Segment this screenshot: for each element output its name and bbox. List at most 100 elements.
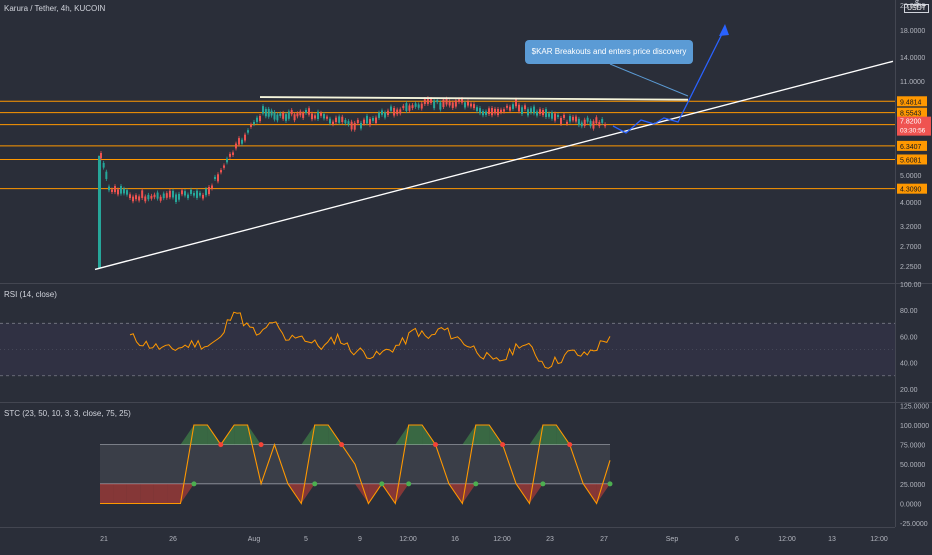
candle — [178, 193, 180, 200]
candle — [244, 134, 246, 141]
candle — [515, 99, 517, 107]
candle — [199, 192, 201, 196]
candle — [442, 99, 445, 108]
stc-upper-fill — [301, 424, 315, 445]
candle — [117, 189, 119, 195]
currency-badge[interactable]: USDT — [904, 4, 930, 13]
candle — [433, 100, 436, 109]
x-tick-label: 5 — [304, 536, 308, 543]
candle — [293, 114, 296, 121]
callout-text: $KAR Breakouts and enters price discover… — [531, 47, 687, 56]
candle — [150, 195, 153, 199]
candle — [332, 121, 334, 125]
stc-lower-fill — [596, 483, 610, 504]
candle — [111, 189, 113, 192]
stc-buy-marker — [473, 481, 479, 487]
x-tick-label: 6 — [735, 536, 739, 543]
candle — [494, 108, 496, 114]
candle — [141, 190, 144, 198]
y-tick-label: 2.2500 — [900, 264, 922, 271]
stc-upper-fill — [180, 424, 194, 445]
candle — [399, 109, 402, 114]
candle — [485, 111, 487, 115]
candle — [589, 120, 592, 127]
stc-upper-fill — [395, 424, 409, 445]
candle — [479, 108, 481, 114]
stc-sell-marker — [258, 442, 264, 448]
stc-lower-fill — [167, 483, 181, 504]
candle — [512, 104, 514, 109]
candle — [604, 124, 607, 127]
callout-pointer — [609, 63, 689, 97]
candle — [360, 122, 362, 129]
candle — [575, 116, 577, 122]
stc-lower-fill — [462, 483, 476, 504]
x-tick-label: 9 — [358, 536, 362, 543]
candle — [285, 114, 287, 121]
level-label-bg — [897, 107, 927, 118]
candle — [548, 113, 550, 117]
candle — [193, 193, 195, 196]
candle — [375, 117, 377, 124]
candle — [530, 108, 532, 113]
x-tick-label: 12:00 — [778, 536, 796, 543]
x-tick-label: 16 — [451, 536, 459, 543]
candle — [482, 111, 484, 116]
candle — [518, 104, 520, 112]
rsi-title: RSI (14, close) — [4, 290, 57, 299]
level-label: 8.5543 — [900, 111, 922, 118]
arrow-head — [719, 24, 729, 36]
candle — [114, 186, 116, 193]
stc-lower-fill — [355, 483, 369, 504]
candle — [211, 185, 213, 189]
candle — [229, 153, 231, 157]
candle — [156, 192, 159, 199]
stc-pane — [100, 424, 613, 505]
stc-upper-fill — [542, 424, 557, 445]
x-tick-label: 23 — [546, 536, 554, 543]
level-label: 6.3407 — [900, 144, 922, 151]
y-tick-label: 11.0000 — [900, 79, 925, 86]
candle — [302, 112, 305, 118]
rsi-line — [129, 311, 611, 369]
candle — [338, 116, 341, 123]
candle — [120, 185, 122, 194]
candle — [290, 110, 293, 115]
candle — [282, 112, 285, 119]
callout-box: $KAR Breakouts and enters price discover… — [525, 40, 693, 64]
candle — [262, 106, 264, 114]
candle — [420, 103, 423, 109]
candle — [347, 121, 350, 125]
candle — [305, 109, 307, 113]
countdown-label: 03:30:56 — [900, 128, 926, 135]
stc-tick-label: -25.0000 — [900, 521, 928, 528]
rsi-tick-label: 100.00 — [900, 282, 922, 289]
stc-tick-label: 50.0000 — [900, 462, 925, 469]
candle — [566, 121, 568, 124]
candle — [500, 109, 502, 113]
candle — [363, 119, 365, 124]
candle — [308, 108, 310, 115]
candle — [214, 176, 216, 179]
candle — [451, 102, 454, 108]
candle — [506, 105, 508, 108]
candle — [344, 119, 347, 124]
candle — [423, 99, 426, 105]
stc-lower-fill — [100, 483, 114, 504]
stc-buy-marker — [406, 481, 412, 487]
horizontal-levels — [0, 100, 895, 190]
level-label-bg — [897, 96, 927, 107]
y-tick-label: 14.0000 — [900, 55, 925, 62]
candle — [217, 174, 219, 182]
candle — [503, 109, 505, 112]
price-marker: $ — [915, 0, 920, 8]
candle — [256, 117, 258, 122]
candle — [205, 188, 207, 196]
rsi-pane — [0, 311, 895, 377]
candle — [267, 108, 270, 117]
stc-upper-fill — [193, 424, 208, 445]
candle — [159, 196, 162, 201]
candle — [273, 112, 276, 120]
candle — [488, 108, 490, 115]
